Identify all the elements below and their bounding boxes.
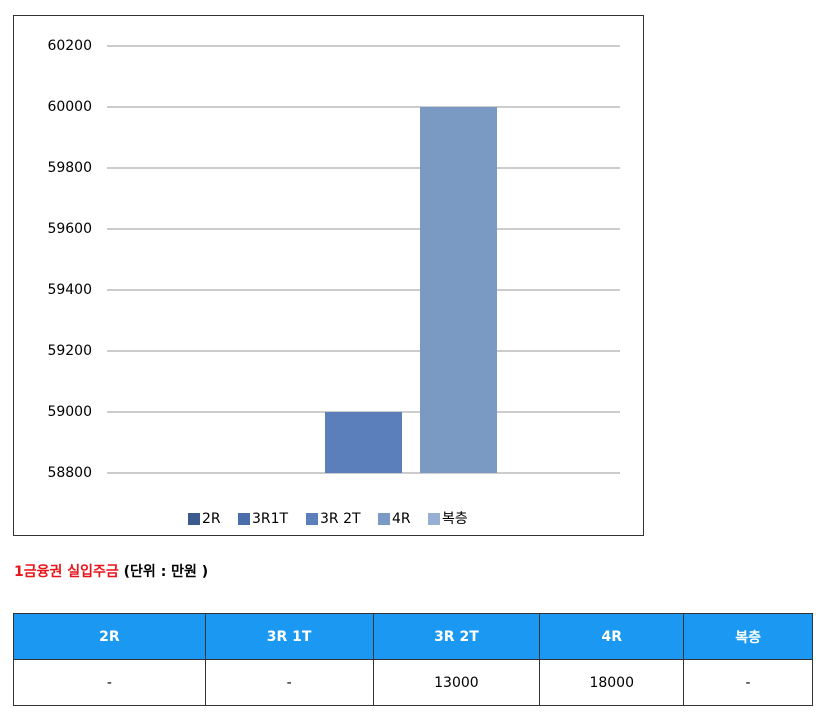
header-row: 2R 3R 1T 3R 2T 4R 복층 [13,613,813,660]
header-cell: 복층 [683,613,813,660]
cell: 13000 [372,659,541,706]
legend-swatch [306,513,318,525]
legend-swatch [428,513,440,525]
y-tick-label: 59400 [47,282,92,298]
header-cell: 3R 2T [372,613,541,660]
legend-label: 복층 [442,511,468,527]
legend-label: 2R [202,511,221,527]
table: 2R 3R 1T 3R 2T 4R 복층 - -13000 18000- [13,613,813,706]
y-tick-label: 60000 [47,99,92,115]
header-cell: 2R [13,613,206,660]
y-tick-label: 60200 [47,38,92,54]
cell: 18000 [539,659,685,706]
chart: 58800 59000 59200 59400 59600 59800 60000 60200… [13,15,644,536]
caption: 1금융권 실입주금 (단위 : 만원 ) [14,561,208,581]
header-cell: 4R [539,613,685,660]
legend-swatch [378,513,390,525]
legend-label: 3R 2T [320,511,361,527]
legend-swatch [238,513,250,525]
legend-swatch [188,513,200,525]
caption-unit: (단위 : 만원 ) [123,564,209,580]
header-cell: 3R 1T [204,613,374,660]
bar [420,107,497,473]
bar [325,412,402,473]
y-tick-label: 58800 [47,465,92,481]
cell: - [683,659,813,706]
cell: - [204,659,374,706]
y-tick-label: 59200 [47,343,92,359]
y-tick-label: 59600 [47,221,92,237]
legend-label: 4R [392,511,411,527]
cell: - [13,659,206,706]
legend-label: 3R1T [252,511,289,527]
caption-title: 1금융권 실입주금 [14,564,119,580]
row: - -13000 18000- [13,659,813,706]
y-tick-label: 59800 [47,160,92,176]
y-tick-label: 59000 [47,404,92,420]
